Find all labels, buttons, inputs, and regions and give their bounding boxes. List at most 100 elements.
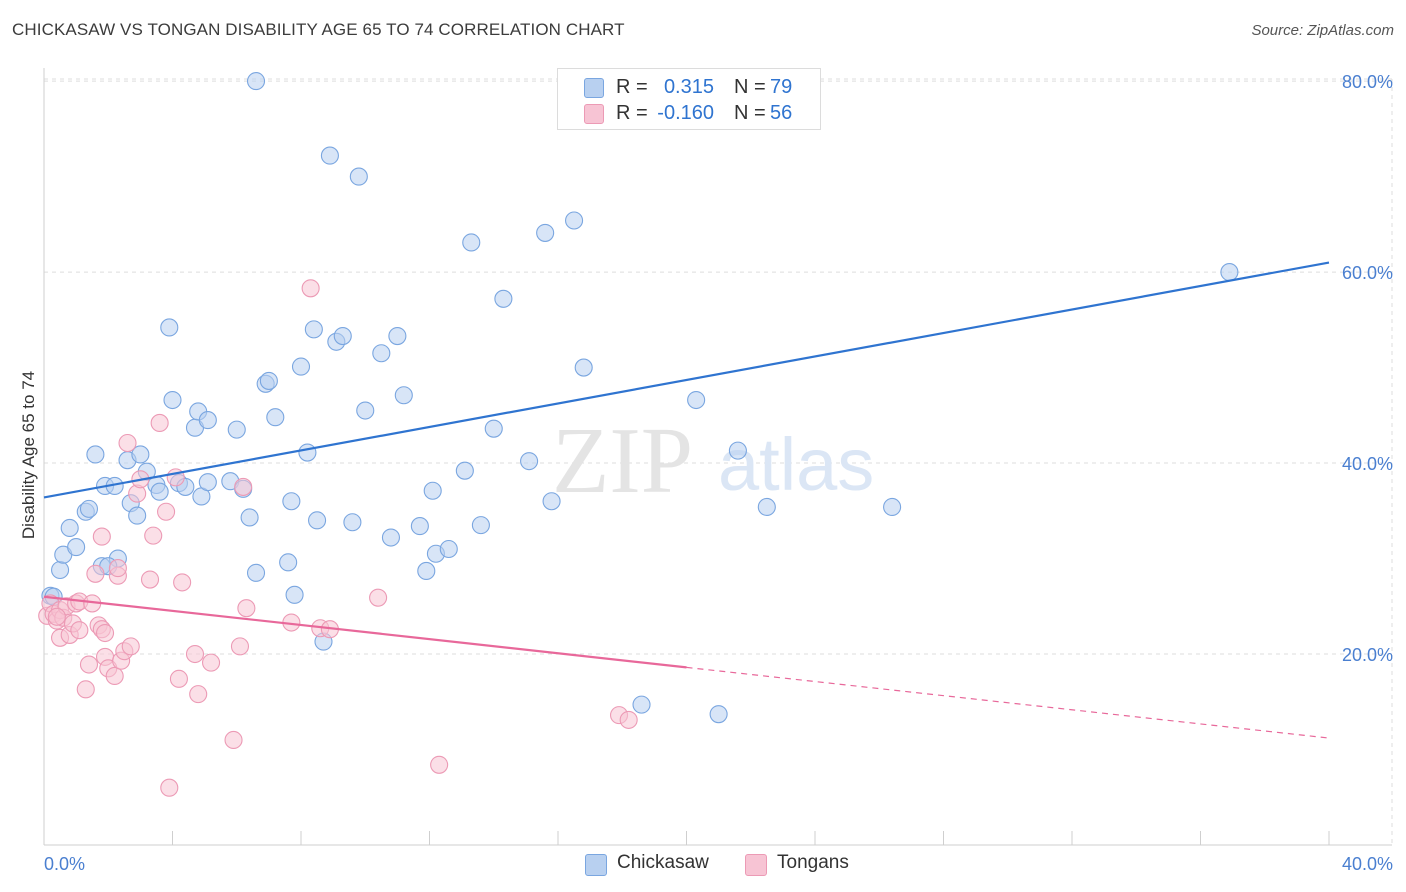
chickasaw-point xyxy=(198,473,217,492)
chickasaw-point xyxy=(455,461,474,480)
tongans-point xyxy=(144,526,163,545)
tick-labels: 20.0% 40.0% 60.0% 80.0% 0.0% 40.0% xyxy=(44,72,1393,874)
trend-lines xyxy=(43,261,1330,739)
y-tick-label: 60.0% xyxy=(1342,263,1393,283)
chickasaw-point xyxy=(279,553,298,572)
legend-swatch-tongans xyxy=(584,104,604,124)
chickasaw-point xyxy=(79,499,99,518)
tongans-point xyxy=(224,730,243,750)
legend-r-label: R = xyxy=(616,102,648,124)
chickasaw-point xyxy=(160,318,179,337)
chickasaw-point xyxy=(542,492,561,511)
tongans-point xyxy=(237,599,256,618)
tongans-point xyxy=(301,279,320,298)
chickasaw-point xyxy=(462,233,481,252)
tongans-point xyxy=(169,669,188,688)
tongans-point xyxy=(160,778,179,797)
legend-r-label: R = xyxy=(616,76,648,98)
chickasaw-point xyxy=(266,408,285,427)
chickasaw-point xyxy=(304,320,323,339)
chickasaw-point xyxy=(163,390,182,410)
legend-n-label: N = xyxy=(734,76,766,98)
chickasaw-point xyxy=(417,561,436,581)
tongans-points xyxy=(38,279,638,797)
tongans-point xyxy=(47,607,66,626)
chickasaw-point xyxy=(381,528,401,547)
tongans-point xyxy=(189,685,208,704)
chickasaw-point xyxy=(51,560,70,580)
legend-r-value: 0.315 xyxy=(663,76,714,98)
tongans-trend-extension xyxy=(686,666,1330,739)
chickasaw-point xyxy=(728,441,747,460)
tongans-point xyxy=(86,564,105,583)
chickasaw-point xyxy=(246,72,266,91)
chickasaw-point xyxy=(536,223,555,242)
chickasaw-point xyxy=(394,386,413,405)
chickasaw-point xyxy=(227,420,246,439)
bottom-legend-swatch-tongans xyxy=(745,854,767,876)
source-label: Source: ZipAtlas.com xyxy=(1251,22,1394,39)
tongans-point xyxy=(150,413,169,432)
chickasaw-point xyxy=(574,358,593,377)
stats-legend: R = 0.315 N = 79 R = -0.160 N = 56 xyxy=(557,68,821,130)
bottom-legend-label: Chickasaw xyxy=(617,852,709,873)
y-tick-label: 20.0% xyxy=(1342,645,1393,665)
tongans-point xyxy=(230,637,250,656)
tongans-point xyxy=(92,527,111,546)
legend-swatch-chickasaw xyxy=(584,78,604,98)
chickasaw-point xyxy=(356,401,375,420)
tongans-point xyxy=(202,653,221,672)
tongans-point xyxy=(140,570,160,589)
chickasaw-point xyxy=(632,695,651,714)
x-tick-label: 40.0% xyxy=(1342,854,1393,874)
chickasaw-point xyxy=(565,211,584,230)
tongans-point xyxy=(121,637,140,656)
chickasaw-point xyxy=(343,513,362,532)
chickasaw-point xyxy=(198,411,217,430)
tongans-point xyxy=(108,559,127,578)
tongans-point xyxy=(95,623,115,643)
chickasaw-point xyxy=(520,452,539,471)
chickasaw-point xyxy=(709,705,728,724)
chickasaw-points xyxy=(41,72,1239,724)
bottom-legend-swatch-chickasaw xyxy=(585,854,607,876)
legend-row-chickasaw: R = 0.315 N = 79 xyxy=(558,75,820,101)
tongans-point xyxy=(369,588,388,607)
axes xyxy=(43,68,1392,846)
tongans-point xyxy=(70,621,89,640)
chickasaw-point xyxy=(372,344,391,363)
chickasaw-point xyxy=(1220,263,1239,282)
tongans-point xyxy=(430,755,449,774)
tongans-point xyxy=(157,502,176,521)
chickasaw-point xyxy=(320,146,339,165)
chickasaw-point xyxy=(240,508,259,527)
chickasaw-point xyxy=(423,481,442,500)
chickasaw-point xyxy=(484,419,503,438)
tongans-point xyxy=(76,680,95,699)
legend-n-value: 56 xyxy=(770,102,793,124)
chickasaw-point xyxy=(291,357,311,376)
legend-r-value: -0.160 xyxy=(657,102,714,124)
tongans-point xyxy=(118,433,137,453)
chickasaw-point xyxy=(308,511,327,530)
chickasaw-point xyxy=(757,497,776,517)
tongans-point xyxy=(173,573,192,592)
bottom-legend-label: Tongans xyxy=(777,852,849,873)
chickasaw-point xyxy=(471,516,490,535)
y-tick-label: 80.0% xyxy=(1342,72,1393,92)
chickasaw-point xyxy=(131,445,150,464)
y-axis-label: Disability Age 65 to 74 xyxy=(19,371,38,539)
chickasaw-point xyxy=(246,563,266,582)
watermark: ZIP atlas xyxy=(552,409,874,513)
x-tick-label: 0.0% xyxy=(44,854,85,874)
chickasaw-point xyxy=(333,326,352,346)
legend-n-value: 79 xyxy=(770,76,793,98)
watermark-atlas: atlas xyxy=(718,423,874,506)
chickasaw-point xyxy=(67,538,86,557)
chickasaw-point xyxy=(60,518,79,538)
chickasaw-point xyxy=(259,371,278,390)
watermark-zip: ZIP xyxy=(552,409,693,513)
chickasaw-point xyxy=(883,497,902,517)
chickasaw-point xyxy=(410,517,429,536)
